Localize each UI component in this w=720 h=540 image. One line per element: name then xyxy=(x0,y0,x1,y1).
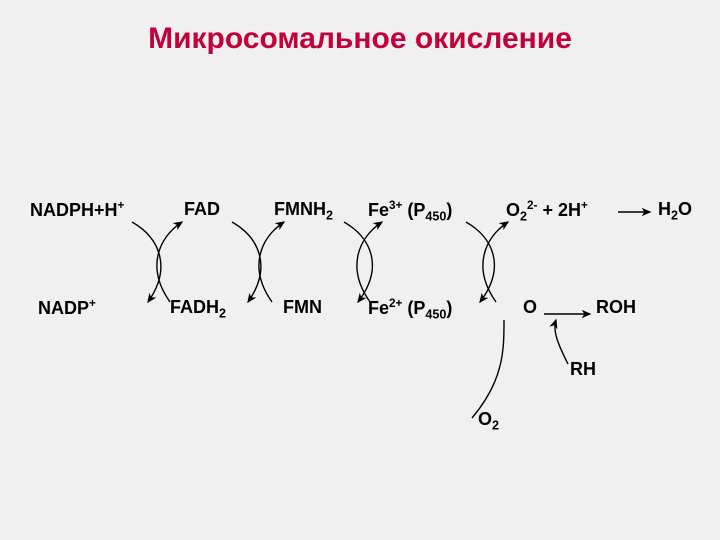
label-fe2: Fe2+ (P450) xyxy=(368,297,452,322)
label-nadp: NADP+ xyxy=(38,297,96,319)
label-o2: O2 xyxy=(478,409,499,433)
reaction-diagram xyxy=(0,0,720,540)
label-o_atom: O xyxy=(523,297,537,318)
label-rh: RH xyxy=(570,359,596,380)
label-fmn: FMN xyxy=(283,297,322,318)
label-fad: FAD xyxy=(184,199,220,220)
label-fadh2: FADH2 xyxy=(170,297,226,321)
label-h2o: H2O xyxy=(658,199,692,223)
label-nadph_h: NADPH+H+ xyxy=(30,199,124,221)
label-roh: ROH xyxy=(596,297,636,318)
label-o2_2minus: O22- + 2H+ xyxy=(506,199,588,224)
label-fe3: Fe3+ (P450) xyxy=(368,199,452,224)
label-fmnh2: FMNH2 xyxy=(274,199,333,223)
